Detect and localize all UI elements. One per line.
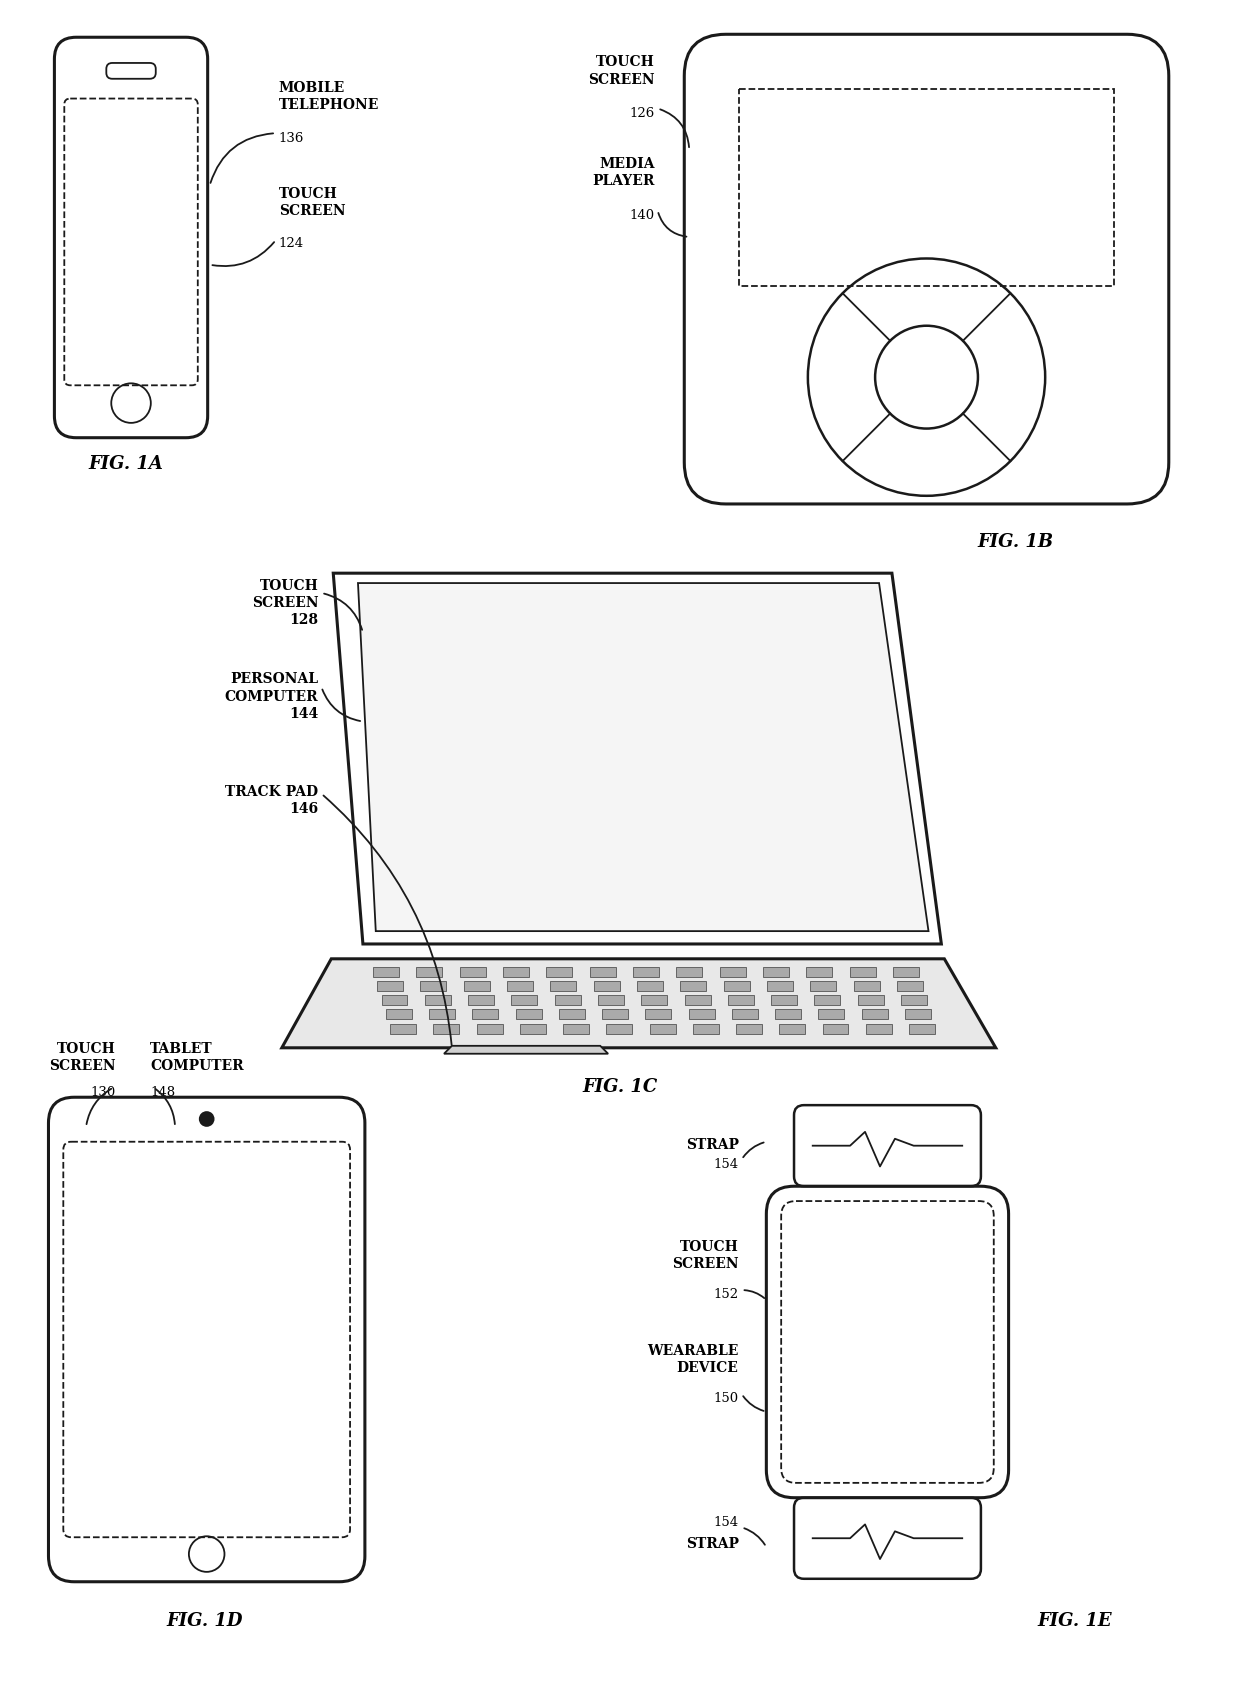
Text: FIG. 1D: FIG. 1D	[166, 1613, 243, 1630]
Text: FIG. 1C: FIG. 1C	[583, 1079, 657, 1096]
Polygon shape	[897, 982, 923, 992]
Polygon shape	[476, 1024, 502, 1034]
Text: TOUCH
SCREEN: TOUCH SCREEN	[279, 186, 346, 218]
Polygon shape	[516, 1009, 542, 1019]
Polygon shape	[429, 1009, 455, 1019]
Polygon shape	[771, 995, 797, 1005]
Polygon shape	[563, 1024, 589, 1034]
Polygon shape	[358, 584, 929, 930]
Polygon shape	[779, 1024, 805, 1034]
Polygon shape	[373, 966, 399, 976]
Polygon shape	[676, 966, 702, 976]
Polygon shape	[684, 995, 711, 1005]
Polygon shape	[909, 1024, 935, 1034]
Polygon shape	[728, 995, 754, 1005]
Polygon shape	[815, 995, 841, 1005]
Text: FIG. 1B: FIG. 1B	[977, 533, 1054, 551]
Text: FIG. 1E: FIG. 1E	[1038, 1613, 1112, 1630]
Polygon shape	[603, 1009, 629, 1019]
Polygon shape	[811, 982, 837, 992]
Polygon shape	[853, 982, 879, 992]
Polygon shape	[775, 1009, 801, 1019]
Polygon shape	[594, 982, 620, 992]
Polygon shape	[862, 1009, 888, 1019]
Polygon shape	[806, 966, 832, 976]
Text: 154: 154	[713, 1157, 739, 1171]
Polygon shape	[732, 1009, 758, 1019]
Text: 140: 140	[630, 208, 655, 222]
Polygon shape	[598, 995, 624, 1005]
Polygon shape	[724, 982, 750, 992]
Text: WEARABLE
DEVICE: WEARABLE DEVICE	[647, 1343, 739, 1374]
Text: TOUCH
SCREEN: TOUCH SCREEN	[672, 1239, 739, 1272]
Polygon shape	[688, 1009, 714, 1019]
Text: 154: 154	[713, 1516, 739, 1529]
Polygon shape	[511, 995, 537, 1005]
Polygon shape	[547, 966, 572, 976]
Polygon shape	[281, 959, 996, 1048]
Polygon shape	[822, 1024, 848, 1034]
Polygon shape	[554, 995, 580, 1005]
Text: STRAP: STRAP	[686, 1538, 739, 1552]
Polygon shape	[425, 995, 451, 1005]
Polygon shape	[632, 966, 658, 976]
Polygon shape	[901, 995, 928, 1005]
Polygon shape	[472, 1009, 498, 1019]
Text: TOUCH
SCREEN
128: TOUCH SCREEN 128	[252, 579, 319, 626]
Polygon shape	[420, 982, 446, 992]
Polygon shape	[559, 1009, 585, 1019]
Polygon shape	[377, 982, 403, 992]
Polygon shape	[737, 1024, 763, 1034]
Polygon shape	[866, 1024, 892, 1034]
Polygon shape	[520, 1024, 546, 1034]
Text: TOUCH
SCREEN: TOUCH SCREEN	[588, 55, 655, 87]
Polygon shape	[893, 966, 919, 976]
Polygon shape	[503, 966, 529, 976]
Text: 152: 152	[713, 1289, 739, 1301]
Text: MOBILE
TELEPHONE: MOBILE TELEPHONE	[279, 80, 379, 113]
Circle shape	[200, 1111, 213, 1127]
Polygon shape	[417, 966, 443, 976]
Text: PERSONAL
COMPUTER
144: PERSONAL COMPUTER 144	[224, 673, 319, 720]
Polygon shape	[464, 982, 490, 992]
Polygon shape	[768, 982, 794, 992]
Text: 130: 130	[91, 1086, 115, 1099]
Text: 148: 148	[150, 1086, 175, 1099]
Text: TOUCH
SCREEN: TOUCH SCREEN	[50, 1041, 115, 1074]
Polygon shape	[386, 1009, 412, 1019]
Polygon shape	[818, 1009, 844, 1019]
Polygon shape	[382, 995, 408, 1005]
Polygon shape	[858, 995, 884, 1005]
Polygon shape	[849, 966, 875, 976]
Polygon shape	[641, 995, 667, 1005]
Polygon shape	[693, 1024, 719, 1034]
Polygon shape	[551, 982, 577, 992]
Text: MEDIA
PLAYER: MEDIA PLAYER	[593, 157, 655, 188]
Text: 150: 150	[713, 1393, 739, 1405]
Text: 124: 124	[279, 237, 304, 251]
Polygon shape	[681, 982, 707, 992]
Text: TABLET
COMPUTER: TABLET COMPUTER	[150, 1041, 244, 1074]
Text: STRAP: STRAP	[686, 1137, 739, 1152]
Polygon shape	[507, 982, 533, 992]
Text: 136: 136	[279, 131, 304, 145]
Polygon shape	[646, 1009, 671, 1019]
Text: 126: 126	[630, 108, 655, 119]
Text: TRACK PAD
146: TRACK PAD 146	[226, 785, 319, 816]
Polygon shape	[637, 982, 663, 992]
Polygon shape	[650, 1024, 676, 1034]
Polygon shape	[719, 966, 745, 976]
Polygon shape	[467, 995, 494, 1005]
Polygon shape	[589, 966, 615, 976]
Polygon shape	[434, 1024, 459, 1034]
Polygon shape	[460, 966, 486, 976]
Bar	[739, 89, 1115, 287]
Polygon shape	[606, 1024, 632, 1034]
Polygon shape	[444, 1046, 608, 1053]
Polygon shape	[763, 966, 789, 976]
Polygon shape	[905, 1009, 931, 1019]
Polygon shape	[391, 1024, 417, 1034]
Text: FIG. 1A: FIG. 1A	[88, 456, 162, 473]
